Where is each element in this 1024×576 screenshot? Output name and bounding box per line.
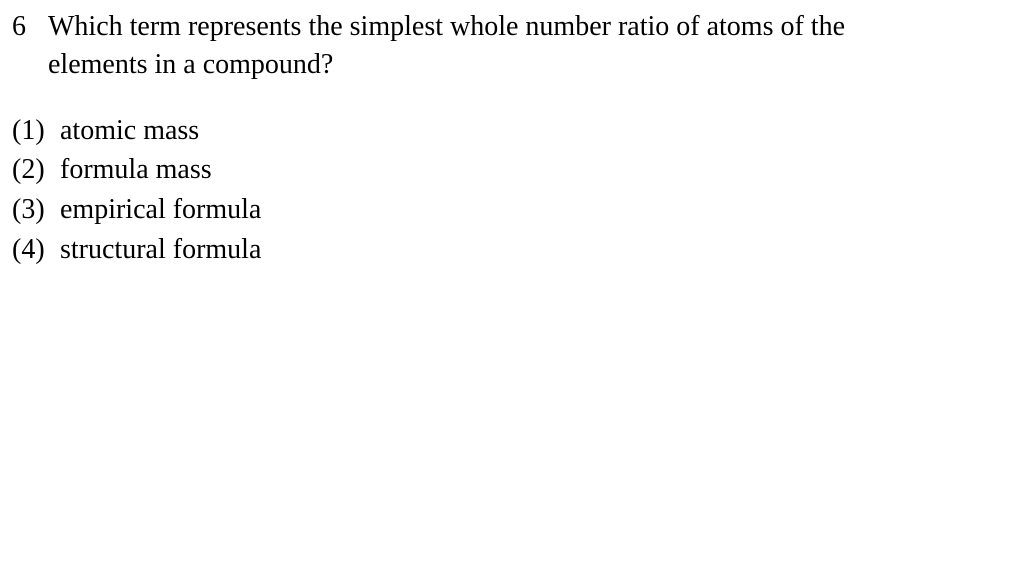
answer-text-3: empirical formula xyxy=(60,191,261,229)
answer-text-2: formula mass xyxy=(60,151,212,189)
answer-number-4: (4) xyxy=(12,231,60,269)
answer-number-3: (3) xyxy=(12,191,60,229)
answer-text-4: structural formula xyxy=(60,231,261,269)
answers-block: (1) atomic mass (2) formula mass (3) emp… xyxy=(12,112,1012,269)
answer-item: (3) empirical formula xyxy=(12,191,1012,229)
answer-item: (2) formula mass xyxy=(12,151,1012,189)
answer-number-1: (1) xyxy=(12,112,60,150)
answer-number-2: (2) xyxy=(12,151,60,189)
question-text: Which term represents the simplest whole… xyxy=(48,8,868,84)
answer-item: (4) structural formula xyxy=(12,231,1012,269)
answer-item: (1) atomic mass xyxy=(12,112,1012,150)
question-block: 6 Which term represents the simplest who… xyxy=(12,8,1012,84)
answer-text-1: atomic mass xyxy=(60,112,199,150)
question-number: 6 xyxy=(12,8,48,46)
